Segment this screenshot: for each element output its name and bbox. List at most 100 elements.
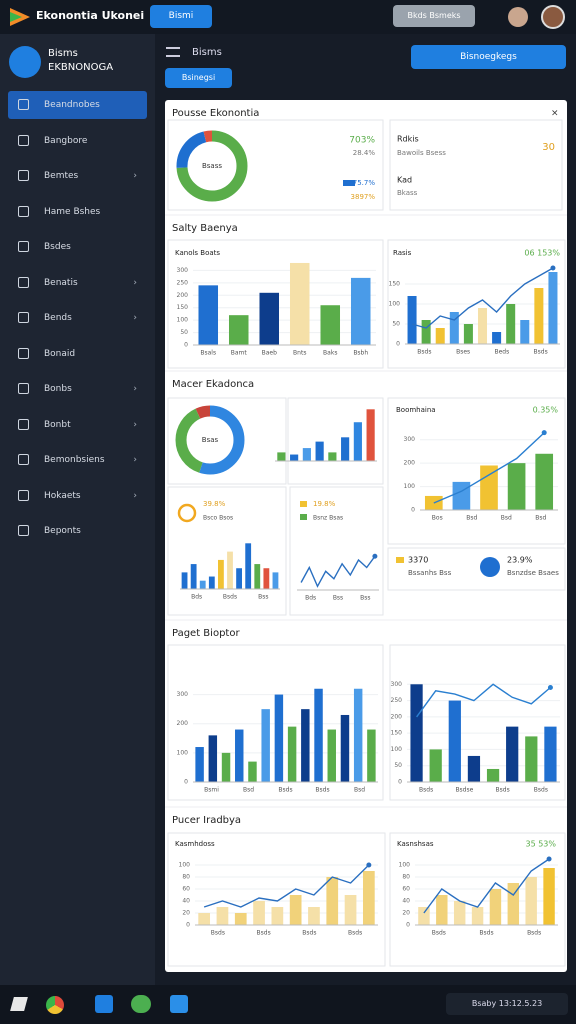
y-tick-label: 200 — [404, 460, 416, 467]
bar — [429, 749, 442, 782]
section-title: Paget Bioptor — [172, 628, 240, 639]
sidebar-subtitle: EKBNONOGA — [48, 62, 114, 73]
chevron: › — [133, 419, 137, 430]
y-tick-label: 300 — [391, 681, 403, 688]
x-tick-label: Bsds — [417, 349, 431, 356]
bar — [287, 726, 297, 782]
line-series — [300, 555, 376, 588]
app-icon[interactable] — [131, 995, 151, 1013]
bar — [277, 452, 286, 461]
icon[interactable] — [508, 7, 528, 27]
nav-item[interactable]: Bends › — [8, 304, 147, 332]
nav-item[interactable]: Beponts — [8, 517, 147, 545]
app-icon[interactable] — [95, 995, 113, 1013]
stat: Bsnzdse Bsaes — [507, 569, 559, 577]
nav-item[interactable]: Bemtes › — [8, 162, 147, 190]
bar — [341, 437, 350, 461]
bar — [448, 700, 461, 782]
nav-icon — [18, 134, 29, 146]
y-tick-label: 150 — [389, 281, 401, 288]
y-tick-label: 0 — [406, 922, 410, 929]
nav-item[interactable]: Bonaid — [8, 340, 147, 368]
section-title: Pousse Ekonontia — [172, 108, 259, 119]
bar — [480, 465, 498, 510]
search-box[interactable]: Bkds Bsmeks — [393, 5, 475, 27]
x-tick-label: Bsds — [479, 930, 493, 937]
chart-title: Kasmhdoss — [175, 840, 215, 848]
chevron: › — [133, 171, 137, 181]
y-tick-label: 200 — [177, 292, 189, 299]
nav-item[interactable]: Bsdes — [8, 233, 147, 261]
stat: 28.4% — [353, 149, 376, 157]
line-series — [423, 858, 550, 914]
bar — [302, 448, 311, 461]
bar — [263, 568, 270, 589]
nav-label: Bends — [44, 313, 72, 323]
top-bar: Ekonontia Ukonei Bismi Bkds Bsmeks — [0, 0, 576, 34]
bar — [353, 422, 362, 461]
x-tick-label: Bsbh — [353, 350, 368, 357]
bar — [181, 572, 188, 589]
chart-title: Boomhaina — [396, 406, 436, 414]
y-tick-label: 40 — [402, 898, 410, 905]
browser-icon[interactable] — [46, 996, 64, 1014]
menu-icon[interactable] — [166, 47, 180, 57]
app-icon[interactable] — [170, 995, 188, 1013]
nav-item[interactable]: Bangbore — [8, 127, 147, 155]
x-tick-label: Bsd — [466, 515, 477, 522]
nav-icon — [18, 241, 29, 252]
y-tick-label: 150 — [177, 304, 189, 311]
bar — [195, 747, 204, 782]
x-tick-label: Bsds — [223, 594, 237, 601]
bar — [301, 709, 310, 782]
line-end — [541, 430, 547, 436]
card — [389, 832, 566, 967]
y-tick-label: 80 — [402, 874, 410, 881]
bar — [253, 901, 265, 925]
chevron: › — [133, 490, 137, 501]
y-tick-label: 50 — [180, 329, 188, 336]
nav-item[interactable]: Hokaets › — [8, 482, 147, 510]
stat-icon — [480, 557, 500, 577]
bar — [234, 913, 247, 925]
avatar[interactable] — [541, 5, 565, 29]
sub-button[interactable]: Bsinegsi — [165, 68, 232, 88]
chart-title: Kasnshsas — [397, 840, 434, 848]
x-tick-label: Bsds — [432, 930, 446, 937]
donut-label: Bsas — [202, 436, 219, 444]
header-button[interactable]: Bisnoegkegs — [411, 45, 566, 69]
y-tick-label: 0 — [411, 507, 415, 514]
nav-item[interactable]: Beandnobes — [8, 91, 147, 119]
stat: Bssanhs Bss — [408, 569, 452, 577]
y-tick-label: 0 — [398, 779, 402, 786]
x-tick-label: Bsds — [278, 787, 292, 794]
nav-item[interactable]: Bonbt › — [8, 411, 147, 439]
stat-swatch — [396, 557, 404, 563]
nav-icon — [18, 525, 29, 536]
x-tick-label: Bsds — [534, 349, 548, 356]
x-tick-label: Bses — [456, 349, 470, 356]
x-tick-label: Bsds — [302, 930, 316, 937]
nav-item[interactable]: Hame Bshes — [8, 198, 147, 226]
header-title: Bisms — [192, 47, 222, 58]
bar — [314, 688, 323, 782]
nav-item[interactable]: Bemonbsiens › — [8, 446, 147, 474]
donut-segment — [176, 130, 248, 202]
bar — [216, 907, 229, 925]
start-icon[interactable] — [10, 997, 28, 1011]
bar — [506, 304, 516, 344]
bar — [235, 729, 244, 782]
card — [289, 486, 384, 616]
nav-label: Bonbt — [44, 419, 71, 430]
nav-item[interactable]: Bonbs › — [8, 375, 147, 403]
bar — [477, 308, 488, 344]
sidebar: Bisms EKBNONOGA Beandnobes Bangbore Bemtes… — [0, 34, 155, 985]
bar — [259, 292, 280, 345]
y-tick-label: 300 — [177, 691, 189, 698]
nav-item[interactable]: Benatis › — [8, 269, 147, 297]
x-tick-label: Bsd — [243, 787, 254, 794]
nav-label: Benatis — [44, 277, 78, 288]
top-button[interactable]: Bismi — [150, 5, 212, 28]
legend-swatch — [300, 514, 307, 520]
bar — [367, 729, 376, 782]
